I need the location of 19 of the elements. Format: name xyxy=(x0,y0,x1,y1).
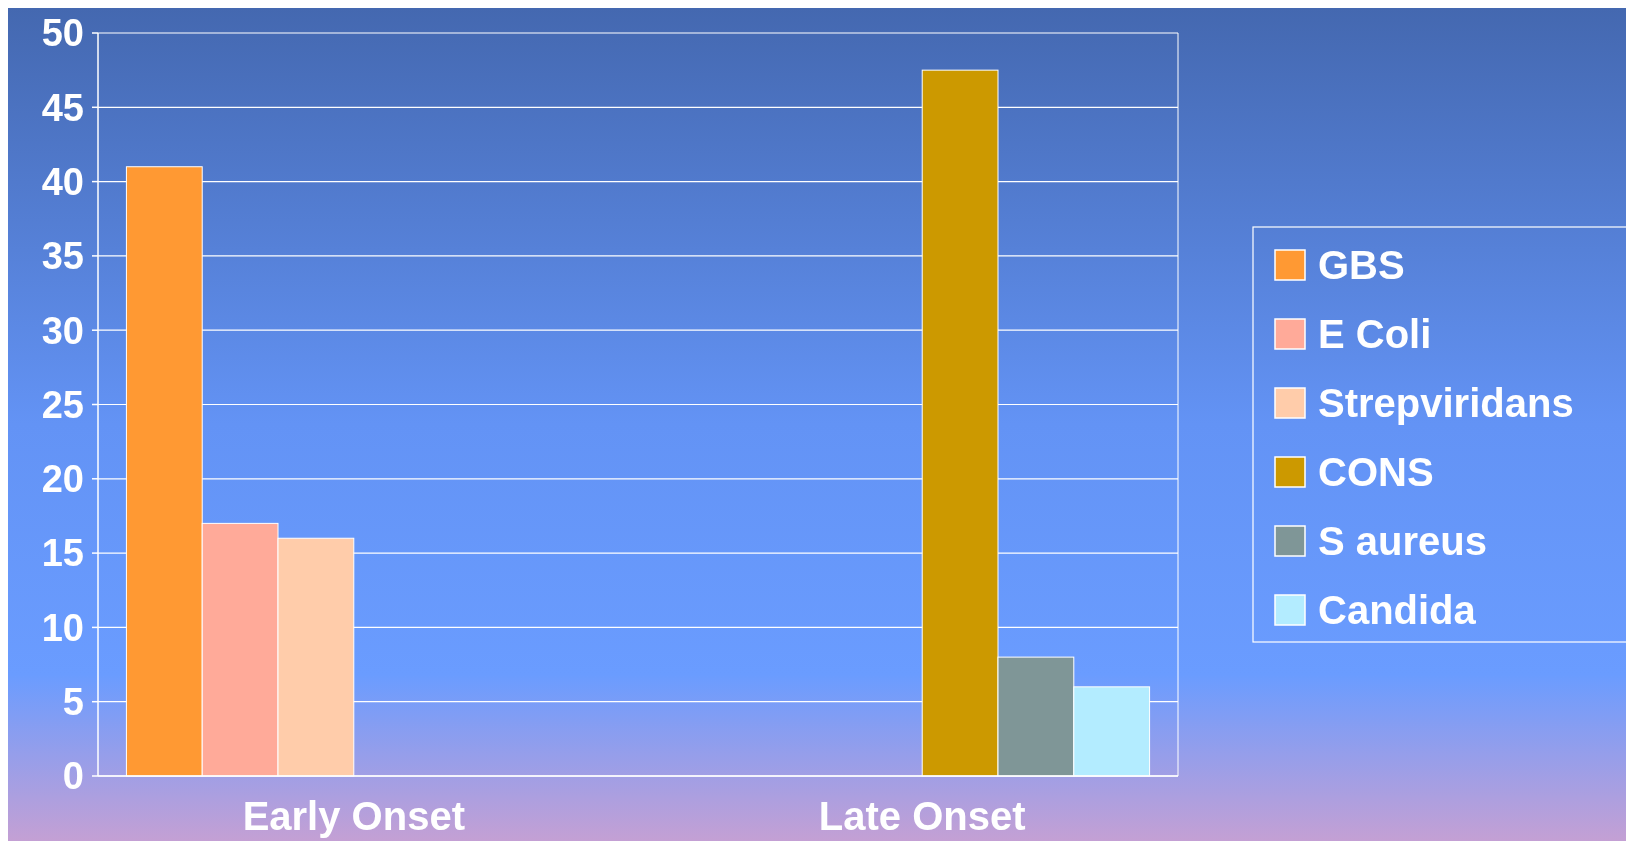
x-tick-label: Early Onset xyxy=(242,794,465,838)
y-tick-label: 45 xyxy=(41,86,84,129)
y-tick-label: 30 xyxy=(41,309,84,352)
y-tick-label: 0 xyxy=(62,755,84,798)
legend-label: E Coli xyxy=(1318,312,1432,356)
x-tick-label: Late Onset xyxy=(818,794,1026,838)
y-tick-label: 5 xyxy=(62,681,84,723)
legend-label: Strepviridans xyxy=(1318,381,1574,425)
y-tick-label: 25 xyxy=(41,383,84,426)
y-tick-label: 15 xyxy=(41,532,84,575)
legend-label: S aureus xyxy=(1318,519,1487,563)
y-tick-label: 10 xyxy=(41,606,84,649)
y-tick-label: 50 xyxy=(41,12,84,55)
legend-label: Candida xyxy=(1318,588,1477,632)
y-tick-label: 20 xyxy=(41,458,84,501)
legend-label: CONS xyxy=(1318,450,1434,494)
legend-label: GBS xyxy=(1318,243,1405,287)
y-tick-label: 35 xyxy=(41,235,84,278)
y-tick-label: 40 xyxy=(41,160,84,203)
